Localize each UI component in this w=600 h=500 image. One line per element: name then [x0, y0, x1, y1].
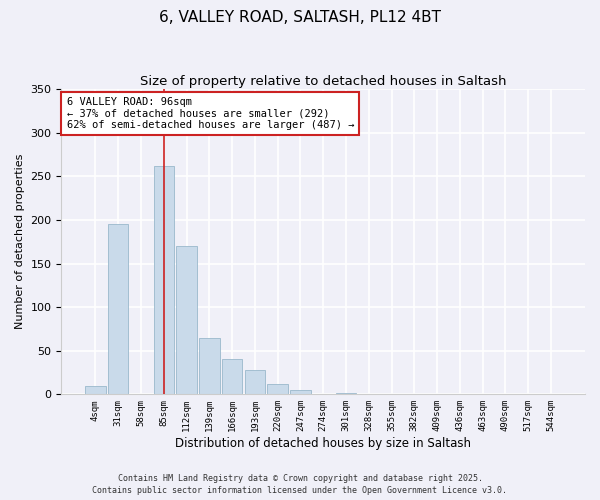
Bar	[222, 360, 242, 394]
X-axis label: Distribution of detached houses by size in Saltash: Distribution of detached houses by size …	[175, 437, 471, 450]
Bar	[176, 246, 197, 394]
Bar	[85, 386, 106, 394]
Bar	[108, 224, 128, 394]
Bar	[199, 338, 220, 394]
Bar	[154, 166, 174, 394]
Text: 6 VALLEY ROAD: 96sqm
← 37% of detached houses are smaller (292)
62% of semi-deta: 6 VALLEY ROAD: 96sqm ← 37% of detached h…	[67, 97, 354, 130]
Text: Contains HM Land Registry data © Crown copyright and database right 2025.
Contai: Contains HM Land Registry data © Crown c…	[92, 474, 508, 495]
Title: Size of property relative to detached houses in Saltash: Size of property relative to detached ho…	[140, 75, 506, 88]
Bar	[336, 392, 356, 394]
Bar	[290, 390, 311, 394]
Bar	[268, 384, 288, 394]
Y-axis label: Number of detached properties: Number of detached properties	[15, 154, 25, 330]
Text: 6, VALLEY ROAD, SALTASH, PL12 4BT: 6, VALLEY ROAD, SALTASH, PL12 4BT	[159, 10, 441, 25]
Bar	[245, 370, 265, 394]
